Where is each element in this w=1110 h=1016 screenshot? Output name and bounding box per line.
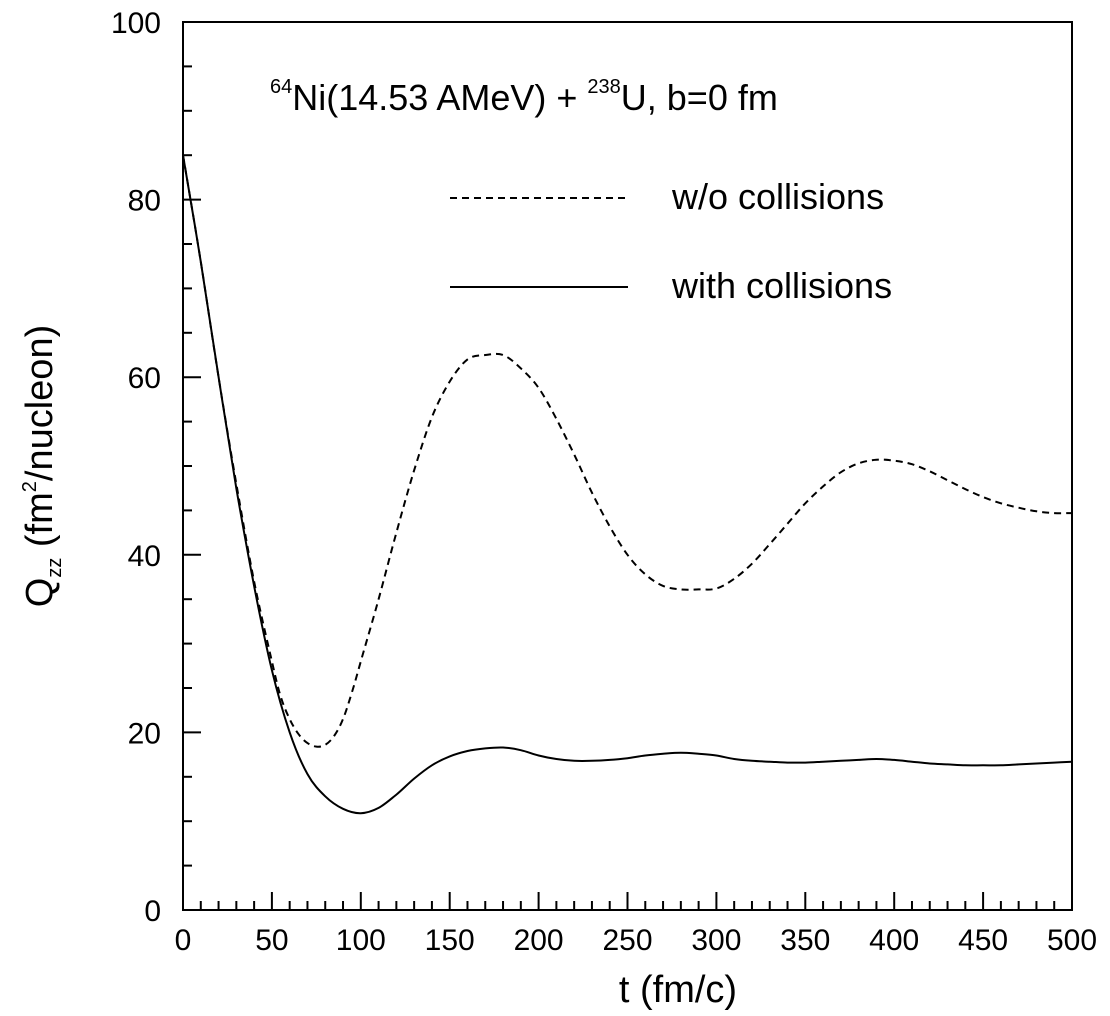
series-line-without-collisions [182,155,1073,748]
x-tick-label: 250 [602,924,652,957]
x-tick-label: 50 [255,924,288,957]
y-tick-label: 20 [128,717,161,750]
y-axis-title: Qzz (fm2/nucleon) [19,325,66,607]
x-tick-label: 100 [336,924,386,957]
x-tick-label: 200 [514,924,564,957]
y-title-unit: (fm [19,492,61,557]
y-tick-label: 0 [144,895,161,928]
annotation-sup-ni: 64 [270,76,292,98]
ticks-layer: 0 50 100 150 200 250 300 350 400 450 500 0 20 40 60 80 1… [111,7,1097,957]
legend-label-without-collisions: w/o collisions [671,176,884,217]
x-tick-label: 450 [958,924,1008,957]
y-tick-label: 100 [111,7,161,40]
plot-annotation: 64Ni(14.53 AMeV) + 238U, b=0 fm [270,76,778,118]
y-title-subscript: zz [44,558,66,578]
x-tick-label: 0 [175,924,192,957]
y-title-unit-rest: /nucleon) [19,325,61,481]
y-title-symbol: Q [19,578,61,608]
x-tick-label: 300 [691,924,741,957]
series-line-with-collisions [182,155,1073,815]
y-tick-label: 40 [128,540,161,573]
legend: w/o collisions with collisions [450,176,892,306]
x-tick-label: 500 [1047,924,1097,957]
annotation-u-text: U, b=0 fm [621,77,778,118]
series-layer [182,155,1073,815]
y-tick-label: 60 [128,362,161,395]
annotation-sup-u: 238 [587,76,620,98]
x-tick-label: 350 [780,924,830,957]
x-tick-label: 150 [425,924,475,957]
x-axis-title: t (fm/c) [619,969,737,1011]
x-tick-label: 400 [869,924,919,957]
annotation-ni-text: Ni(14.53 AMeV) + [292,77,587,118]
legend-label-with-collisions: with collisions [671,265,892,306]
y-tick-label: 80 [128,185,161,218]
plot-frame [182,21,1073,911]
y-title-unit-sup: 2 [19,481,41,492]
